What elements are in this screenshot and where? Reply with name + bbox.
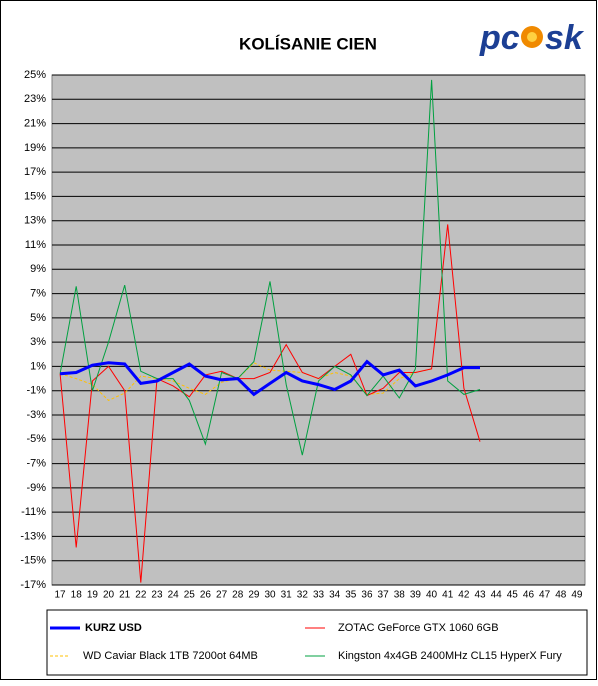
y-tick-label: 11% <box>25 239 46 251</box>
x-tick-label: 29 <box>248 590 260 601</box>
y-tick-label: 9% <box>30 263 46 275</box>
x-tick-label: 45 <box>507 590 519 601</box>
x-tick-label: 33 <box>313 590 325 601</box>
x-tick-label: 47 <box>539 590 551 601</box>
y-tick-label: 15% <box>24 190 46 202</box>
x-tick-label: 23 <box>151 590 163 601</box>
chart-title: KOLÍSANIE CIEN <box>239 34 377 53</box>
x-tick-label: 24 <box>168 590 180 601</box>
y-tick-label: -11% <box>21 506 46 518</box>
x-tick-label: 38 <box>394 590 406 601</box>
y-tick-label: 13% <box>24 215 46 227</box>
legend-label: WD Caviar Black 1TB 7200ot 64MB <box>83 650 258 662</box>
x-tick-label: 35 <box>345 590 357 601</box>
x-tick-label: 32 <box>297 590 309 601</box>
x-tick-label: 48 <box>555 590 567 601</box>
logo: sk <box>545 19 585 57</box>
y-tick-label: 21% <box>24 117 46 129</box>
x-tick-label: 30 <box>264 590 276 601</box>
x-tick-label: 25 <box>184 590 196 601</box>
y-tick-label: 7% <box>30 287 46 299</box>
y-tick-label: 5% <box>30 312 46 324</box>
legend-label: KURZ USD <box>85 622 142 634</box>
y-tick-label: 19% <box>24 142 46 154</box>
x-tick-label: 41 <box>442 590 454 601</box>
series-line <box>59 224 481 583</box>
y-tick-label: -5% <box>26 433 46 445</box>
logo: pc <box>479 19 520 57</box>
x-tick-label: 28 <box>232 590 244 601</box>
series-line <box>59 359 480 397</box>
x-tick-label: 27 <box>216 590 228 601</box>
x-tick-label: 19 <box>87 590 99 601</box>
y-tick-label: 3% <box>30 336 46 348</box>
x-tick-label: 18 <box>71 590 83 601</box>
x-tick-label: 46 <box>523 590 535 601</box>
x-tick-label: 49 <box>571 590 583 601</box>
x-tick-label: 17 <box>55 590 67 601</box>
y-tick-label: -3% <box>26 409 46 421</box>
x-tick-label: 26 <box>200 590 212 601</box>
x-tick-label: 44 <box>491 590 503 601</box>
legend-label: ZOTAC GeForce GTX 1060 6GB <box>338 622 499 634</box>
x-tick-label: 36 <box>361 590 373 601</box>
x-tick-label: 43 <box>474 590 486 601</box>
plot-area <box>51 74 586 586</box>
y-tick-label: -1% <box>26 385 46 397</box>
legend <box>46 609 588 676</box>
x-tick-label: 20 <box>103 590 115 601</box>
y-tick-label: -17% <box>20 579 46 591</box>
y-tick-label: -9% <box>26 482 46 494</box>
y-tick-label: -7% <box>26 457 46 469</box>
y-tick-label: 17% <box>24 166 46 178</box>
y-tick-label: 25% <box>24 69 46 81</box>
x-tick-label: 31 <box>281 590 293 601</box>
x-tick-label: 37 <box>378 590 390 601</box>
y-tick-label: -15% <box>20 555 46 567</box>
y-tick-label: -13% <box>20 530 46 542</box>
x-tick-label: 42 <box>458 590 470 601</box>
y-tick-label: 1% <box>30 360 46 372</box>
x-tick-label: 40 <box>426 590 438 601</box>
x-tick-label: 39 <box>410 590 422 601</box>
x-tick-label: 34 <box>329 590 341 601</box>
x-tick-label: 21 <box>119 590 131 601</box>
logo-flame-core <box>527 32 537 42</box>
x-tick-label: 22 <box>135 590 147 601</box>
y-tick-label: 23% <box>24 93 46 105</box>
series-line <box>59 362 432 401</box>
legend-label: Kingston 4x4GB 2400MHz CL15 HyperX Fury <box>338 650 562 662</box>
